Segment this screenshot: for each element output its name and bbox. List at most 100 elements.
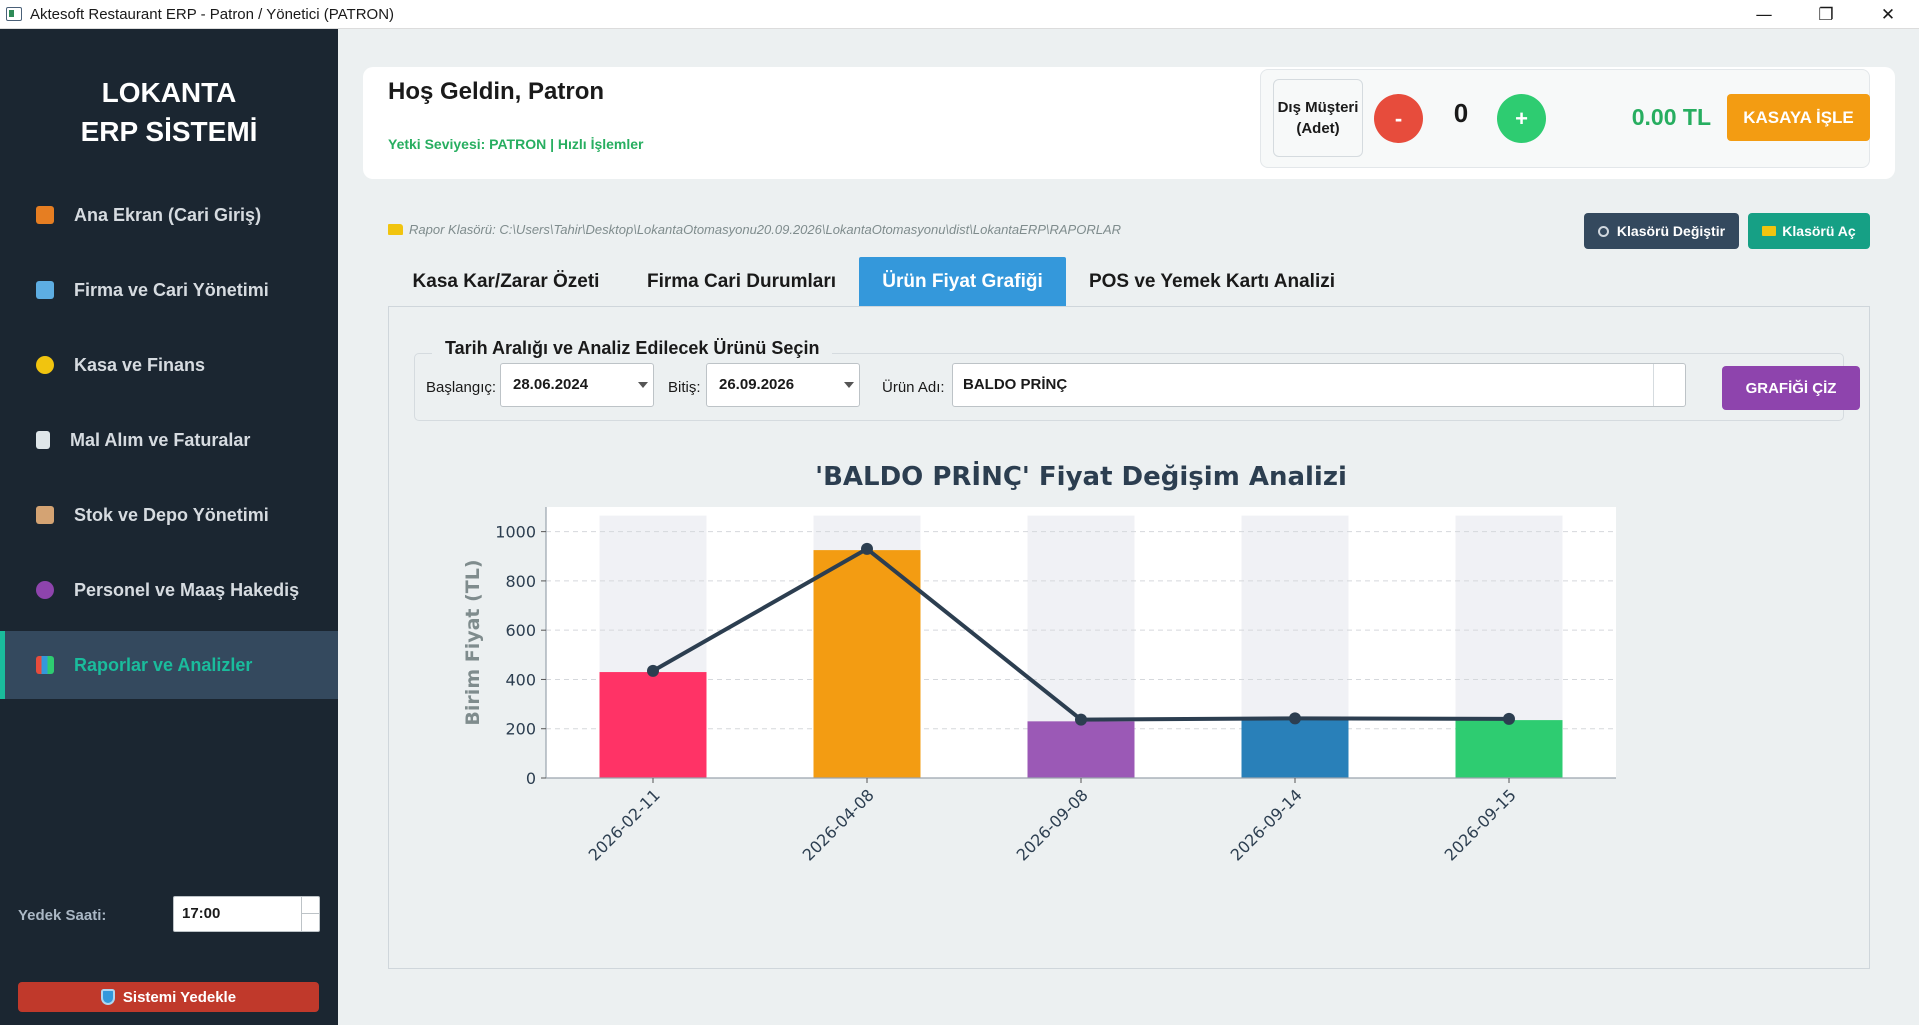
bar [599,672,707,778]
tab-urun-fiyat-grafigi[interactable]: Ürün Fiyat Grafiği [859,257,1066,306]
walkin-label-line-1: Dış Müşteri [1277,99,1359,116]
house-icon [36,206,54,224]
walkin-label-line-2: (Adet) [1296,120,1340,137]
end-date-label: Bitiş: [668,379,701,396]
x-tick-label: 2026-02-11 [585,785,664,864]
end-date-value: 26.09.2026 [719,376,795,393]
backup-time-input[interactable]: 17:00 [173,896,320,932]
sidebar-item-mal-alim[interactable]: Mal Alım ve Faturalar [0,406,338,474]
people-icon [36,581,54,599]
filter-group: Tarih Aralığı ve Analiz Edilecek Ürünü S… [414,338,1860,421]
window-controls: — ❐ ✕ [1733,0,1919,29]
data-point [647,664,659,677]
report-folder-path-text: Rapor Klasörü: C:\Users\Tahir\Desktop\Lo… [409,222,1122,237]
y-tick-label: 600 [505,621,536,640]
brand-title: LOKANTA ERP SİSTEMİ [0,73,338,151]
sidebar-item-label: Stok ve Depo Yönetimi [74,504,269,525]
brand-line-1: LOKANTA [101,77,237,108]
sidebar-item-label: Raporlar ve Analizler [74,654,253,675]
money-bag-icon [36,356,54,374]
sidebar-item-stok-depo[interactable]: Stok ve Depo Yönetimi [0,481,338,549]
sidebar-nav: Ana Ekran (Cari Giriş) Firma ve Cari Yön… [0,181,338,706]
sidebar-item-kasa-finans[interactable]: Kasa ve Finans [0,331,338,399]
draw-chart-button[interactable]: GRAFİĞİ ÇİZ [1722,366,1860,410]
walkin-customer-label: Dış Müşteri (Adet) [1273,79,1363,157]
sidebar-item-label: Mal Alım ve Faturalar [70,429,251,450]
building-icon [36,281,54,299]
folder-icon [388,224,403,235]
backup-time-value: 17:00 [182,905,221,922]
chevron-down-icon[interactable] [839,364,859,406]
minimize-button[interactable]: — [1755,4,1773,25]
product-name-value: BALDO PRİNÇ [963,376,1068,393]
window-titlebar: Aktesoft Restaurant ERP - Patron / Yönet… [0,0,1919,29]
backup-button[interactable]: Sistemi Yedekle [18,982,319,1012]
chevron-down-icon[interactable] [633,364,653,406]
chart-title: 'BALDO PRİNÇ' Fiyat Değişim Analizi [815,460,1347,492]
decrement-button[interactable]: - [1374,94,1423,143]
quick-actions-panel: Dış Müşteri (Adet) - 0 + 0.00 TL KASAYA … [1260,69,1870,168]
report-folder-path: Rapor Klasörü: C:\Users\Tahir\Desktop\Lo… [388,222,1121,237]
y-tick-label: 0 [526,769,536,788]
backup-button-label: Sistemi Yedekle [122,988,237,1006]
header-card: Hoş Geldin, Patron Yetki Seviyesi: PATRO… [363,67,1895,179]
sidebar-item-personel[interactable]: Personel ve Maaş Hakediş [0,556,338,624]
sidebar-item-label: Ana Ekran (Cari Giriş) [74,204,262,225]
sidebar-item-firma-cari[interactable]: Firma ve Cari Yönetimi [0,256,338,324]
x-tick-label: 2026-09-08 [1013,785,1092,864]
increment-button[interactable]: + [1497,94,1546,143]
sidebar-item-ana-ekran[interactable]: Ana Ekran (Cari Giriş) [0,181,338,249]
data-point [1289,712,1301,725]
sidebar-item-label: Firma ve Cari Yönetimi [74,279,269,300]
gear-icon [1597,225,1609,237]
y-tick-label: 1000 [495,523,536,542]
maximize-button[interactable]: ❐ [1818,4,1834,25]
y-tick-label: 400 [505,670,536,689]
brand-line-2: ERP SİSTEMİ [80,116,258,147]
walkin-quantity: 0 [1453,98,1469,128]
receipt-icon [36,431,50,449]
price-chart-panel: Tarih Aralığı ve Analiz Edilecek Ürünü S… [388,306,1870,969]
product-dropdown-button[interactable] [1653,364,1685,406]
start-date-value: 28.06.2024 [513,376,589,393]
walkin-total: 0.00 TL [1631,104,1711,130]
package-icon [36,506,54,524]
filter-group-title: Tarih Aralığı ve Analiz Edilecek Ürünü S… [432,338,833,359]
backup-time-label: Yedek Saati: [18,907,107,924]
open-folder-button[interactable]: Klasörü Aç [1748,213,1870,249]
data-point [1503,712,1515,725]
data-point [1075,713,1087,726]
tab-kasa-kar-zarar[interactable]: Kasa Kar/Zarar Özeti [412,270,600,292]
product-name-label: Ürün Adı: [882,379,945,396]
sidebar: LOKANTA ERP SİSTEMİ Ana Ekran (Cari Giri… [0,29,338,1025]
change-folder-label: Klasörü Değiştir [1616,223,1726,239]
end-date-input[interactable]: 26.09.2026 [706,363,860,407]
start-date-input[interactable]: 28.06.2024 [500,363,654,407]
sidebar-item-label: Kasa ve Finans [74,354,206,375]
bar-chart-icon [36,656,54,674]
time-spinner[interactable] [301,897,319,931]
data-point [861,542,873,555]
start-date-label: Başlangıç: [426,379,497,396]
price-chart: 'BALDO PRİNÇ' Fiyat Değişim Analizi 0 200 4… [415,435,1845,955]
y-tick-label: 200 [505,720,536,739]
cash-register-button[interactable]: KASAYA İŞLE [1727,94,1870,141]
y-axis-label: Birim Fiyat (TL) [462,559,484,725]
open-folder-label: Klasörü Aç [1782,223,1856,239]
x-tick-label: 2026-04-08 [799,785,878,864]
change-folder-button[interactable]: Klasörü Değiştir [1584,213,1739,249]
tab-pos-yemek-karti[interactable]: POS ve Yemek Kartı Analizi [1088,270,1336,292]
bar [1027,721,1135,778]
product-name-input[interactable]: BALDO PRİNÇ [952,363,1686,407]
sidebar-item-raporlar[interactable]: Raporlar ve Analizler [0,631,338,699]
x-tick-label: 2026-09-14 [1227,785,1306,864]
sidebar-item-label: Personel ve Maaş Hakediş [74,579,300,600]
y-tick-label: 800 [505,572,536,591]
window-title: Aktesoft Restaurant ERP - Patron / Yönet… [30,5,395,23]
close-button[interactable]: ✕ [1880,4,1896,25]
bar [813,550,921,778]
permission-level: Yetki Seviyesi: PATRON | Hızlı İşlemler [388,136,644,152]
x-tick-label: 2026-09-15 [1441,785,1520,864]
tab-firma-cari[interactable]: Firma Cari Durumları [647,270,836,292]
price-chart-svg: 'BALDO PRİNÇ' Fiyat Değişim Analizi 0 200 4… [462,460,1616,865]
